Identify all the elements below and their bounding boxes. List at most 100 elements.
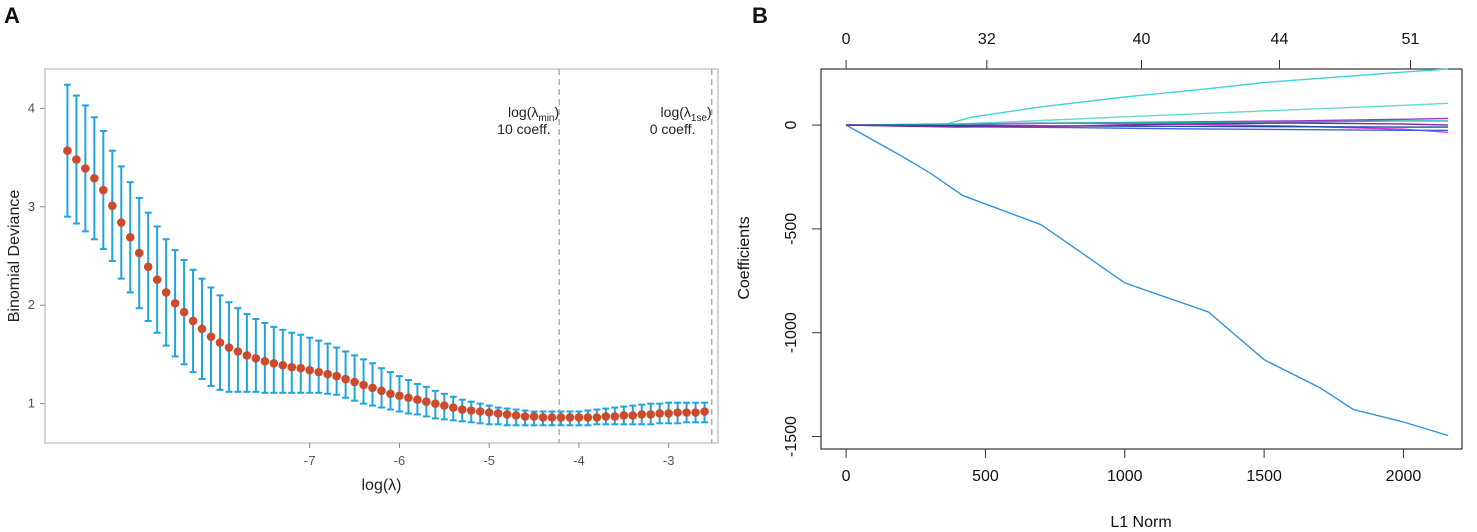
coefficient-path [846,124,1449,128]
data-point [134,248,144,258]
data-point [619,411,629,420]
data-point [188,316,198,326]
data-point [63,146,72,155]
x-tick-label: -5 [483,453,495,468]
data-point [404,393,413,403]
data-point [170,298,180,308]
chart-a-ylabel: Binomial Deviance [6,190,23,323]
data-point [511,411,521,420]
data-point [161,288,171,297]
data-point [475,407,485,416]
data-point [224,343,234,352]
data-point [350,377,359,387]
data-point [206,332,216,342]
data-point [691,408,700,417]
data-point [493,409,503,418]
data-point [215,338,225,347]
y-tick-label: -1000 [783,312,800,353]
data-point [152,275,162,284]
data-point [242,351,252,360]
data-point [628,411,638,420]
data-point [125,233,135,242]
x-tick-label: 1500 [1246,468,1282,485]
panel-a-label: A [4,3,20,28]
coefficient-path [845,124,1449,437]
error-bar [342,350,350,399]
data-point [637,410,647,419]
data-point [574,413,584,422]
y-tick-label: 3 [28,199,35,214]
data-point [296,363,306,373]
coefficient-path [846,122,1449,128]
data-point [610,412,620,421]
data-point [484,408,494,417]
y-tick-label: 2 [28,297,35,312]
data-point [305,365,315,375]
data-point [395,391,404,401]
reference-line-count: 0 coeff. [650,121,696,137]
data-point [386,389,395,399]
x-tick-label: 1000 [1107,468,1143,485]
reference-line-label: log(λmin) [508,104,559,124]
error-bar [306,336,314,394]
data-point [341,374,350,384]
chart-b-ylabel: Coefficients [736,216,753,299]
error-bar [297,333,305,394]
x-tick-label: -6 [394,453,406,468]
data-point [440,401,449,410]
top-tick-label: 32 [978,31,996,48]
error-bar [324,342,332,395]
data-point [422,397,431,406]
top-tick-label: 0 [842,31,851,48]
data-point [413,395,422,404]
data-point [99,185,108,195]
data-point [431,399,440,408]
chart-b-xlabel: L1 Norm [1110,514,1171,531]
data-point [664,409,673,418]
x-tick-label: -3 [663,453,675,468]
data-point [251,354,261,363]
data-point [377,386,386,396]
chart-a-xlabel: log(λ) [361,477,401,494]
data-point [143,262,153,272]
data-point [538,413,548,422]
data-point [323,369,332,379]
error-bar [333,346,341,396]
top-tick-label: 40 [1133,31,1151,48]
top-tick-label: 44 [1271,31,1289,48]
data-point [601,412,611,421]
data-point [287,362,297,372]
data-point [565,413,575,422]
x-tick-label: 2000 [1386,468,1422,485]
data-point [359,380,368,390]
data-point [81,164,90,173]
data-point [520,412,530,421]
data-point [233,347,243,356]
coefficient-path [846,120,1449,126]
chart-b: 0 500 1000 1500 2000 0 32 40 44 51 0 -500 -1000 -1500… [736,31,1463,531]
data-point [179,307,189,317]
y-tick-label: -500 [783,213,800,245]
top-tick-label: 51 [1402,31,1420,48]
x-tick-label: 0 [842,468,851,485]
data-point [547,413,557,422]
data-point [529,412,539,421]
data-point [197,324,207,334]
y-tick-label: 0 [783,121,800,130]
data-point [108,201,117,211]
data-point [502,410,512,419]
chart-a: -7 -6 -5 -4 -3 1 2 3 4 log(λmin)10 coeff. log(λ1se… [6,68,719,494]
data-point [72,155,81,164]
data-point [332,371,341,381]
data-point [673,408,682,417]
x-tick-label: -7 [304,453,316,468]
chart-a-frame [44,68,719,444]
y-tick-label: -1500 [783,416,800,457]
data-point [646,410,655,419]
data-point [655,409,664,418]
error-bar [315,339,323,394]
data-point [278,360,288,370]
data-point [682,408,691,417]
reference-line-label: log(λ1se) [661,104,712,124]
